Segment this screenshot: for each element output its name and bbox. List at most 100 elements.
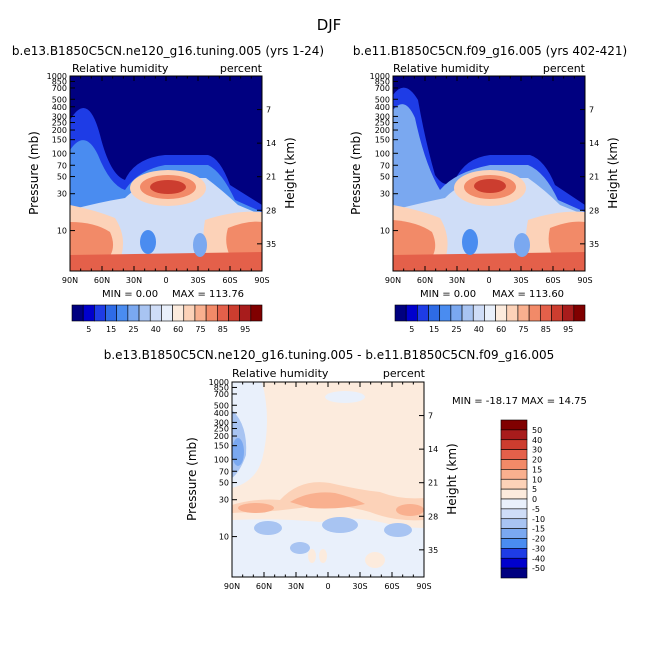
colorbar-swatch <box>484 304 496 322</box>
colorbar-swatch <box>394 304 407 322</box>
panel3-title: b.e13.B1850C5CN.ne120_g16.tuning.005 - b… <box>104 348 555 362</box>
colorbar-swatch <box>472 304 485 322</box>
y-right-tick-label: 35 <box>589 240 599 249</box>
colorbar-swatch <box>149 304 162 322</box>
x-tick-label: 90N <box>224 582 240 591</box>
colorbar-label: 60 <box>173 325 183 334</box>
colorbar-swatch <box>500 518 528 529</box>
y-tick-label: 400 <box>52 103 67 112</box>
y-tick-label: 150 <box>52 136 67 145</box>
panel2-y-right-ticks: 35 28 21 14 7 <box>580 106 599 249</box>
colorbar-label: 75 <box>195 325 205 334</box>
y-right-tick-label: 14 <box>266 139 276 148</box>
panel2-subtitle-left: Relative humidity <box>393 62 490 75</box>
colorbar-swatch <box>500 538 528 549</box>
y-right-tick-label: 7 <box>589 106 594 115</box>
x-tick-label: 30N <box>126 276 142 285</box>
x-tick-label: 90N <box>385 276 401 285</box>
y-tick-label: 1000 <box>370 72 390 81</box>
panel2-title: b.e11.B1850C5CN.f09_g16.005 (yrs 402-421… <box>353 44 627 58</box>
y-tick-label: 700 <box>214 390 229 399</box>
y-tick-label: 30 <box>380 190 390 199</box>
panel2-dry-blob-left <box>462 229 478 255</box>
x-tick-label: 30N <box>288 582 304 591</box>
panel1-plot <box>69 75 263 272</box>
y-tick-label: 850 <box>375 77 390 86</box>
y-tick-label: 700 <box>375 84 390 93</box>
panel1-y-right-ticks: 35 28 21 14 7 <box>257 106 276 249</box>
colorbar-label: 15 <box>429 325 439 334</box>
colorbar-label: 40 <box>151 325 161 334</box>
y-tick-label: 500 <box>214 401 229 410</box>
x-tick-label: 60S <box>222 276 237 285</box>
colorbar-label: -50 <box>532 564 545 573</box>
panel3-y-right-ticks: 35 28 21 14 7 <box>419 412 438 555</box>
y-tick-label: 70 <box>57 161 67 170</box>
panel3-plot <box>231 381 425 578</box>
colorbar-swatch <box>500 449 528 460</box>
colorbar-label: 20 <box>532 456 542 465</box>
x-tick-label: 30S <box>352 582 367 591</box>
y-tick-label: 250 <box>375 119 390 128</box>
y-tick-label: 850 <box>52 77 67 86</box>
colorbar-swatch <box>71 304 84 322</box>
y-tick-label: 10 <box>380 227 390 236</box>
panel3-pos-blob2 <box>319 549 327 563</box>
panel3-subtitle-right: percent <box>383 367 426 380</box>
x-tick-label: 0 <box>486 276 491 285</box>
panel3-subtitle-left: Relative humidity <box>232 367 329 380</box>
x-tick-label: 60N <box>94 276 110 285</box>
colorbar-swatch <box>500 429 528 441</box>
colorbar-swatch <box>250 304 263 322</box>
y-tick-label: 30 <box>219 496 229 505</box>
colorbar-label: 85 <box>541 325 551 334</box>
y-right-tick-label: 7 <box>428 412 433 421</box>
panel3-ylabel: Pressure (mb) <box>185 437 199 521</box>
colorbar-swatch <box>127 304 140 322</box>
panel2-tropopause-red <box>474 179 506 193</box>
panel3-upper-left-neg3 <box>232 438 244 466</box>
x-tick-label: 90S <box>254 276 269 285</box>
panel3-neg-blob3 <box>384 523 412 537</box>
panel2-subtitle-right: percent <box>543 62 586 75</box>
colorbar-label: 50 <box>532 426 542 435</box>
y-tick-label: 10 <box>219 533 229 542</box>
y-tick-label: 50 <box>219 479 229 488</box>
colorbar-swatch <box>239 304 252 322</box>
y-tick-label: 200 <box>214 432 229 441</box>
y-right-tick-label: 35 <box>266 240 276 249</box>
panel1-ylabel-right: Height (km) <box>283 137 297 208</box>
y-right-tick-label: 14 <box>589 139 599 148</box>
colorbar-swatch <box>183 304 196 322</box>
y-tick-label: 300 <box>52 112 67 121</box>
panel1-x-ticks: 90N 60N 30N 0 30S 60S 90S <box>62 76 270 285</box>
colorbar-swatch <box>528 304 541 322</box>
panel1-dry-blob-left <box>140 230 156 254</box>
colorbar-label: -40 <box>532 554 545 563</box>
y-tick-label: 250 <box>52 119 67 128</box>
panel3-pos-blob3 <box>365 552 385 568</box>
colorbar-label: -15 <box>532 525 545 534</box>
colorbar-swatch <box>500 567 528 579</box>
colorbar-swatch <box>500 557 528 569</box>
panel3-x-ticks: 90N 60N 30N 0 30S 60S 90S <box>224 382 432 591</box>
colorbar-swatch <box>105 304 118 322</box>
colorbar-swatch <box>500 488 528 500</box>
y-tick-label: 300 <box>214 418 229 427</box>
y-tick-label: 700 <box>52 84 67 93</box>
colorbar-swatch <box>500 459 528 470</box>
panel3-min-max: MIN = -18.17 MAX = 14.75 <box>452 396 587 407</box>
x-tick-label: 30S <box>190 276 205 285</box>
panel2-max: MAX = 113.60 <box>492 289 564 300</box>
x-tick-label: 60N <box>417 276 433 285</box>
panel1-tropopause-red <box>150 180 186 194</box>
panel3-pos-blob1 <box>308 549 316 563</box>
colorbar-swatch <box>495 304 508 322</box>
x-tick-label: 60S <box>384 582 399 591</box>
colorbar-swatch <box>573 304 586 322</box>
colorbar-swatch <box>94 304 106 322</box>
y-tick-label: 100 <box>375 149 390 158</box>
colorbar-label: -20 <box>532 535 545 544</box>
panel3-neg-blob4 <box>290 542 310 554</box>
